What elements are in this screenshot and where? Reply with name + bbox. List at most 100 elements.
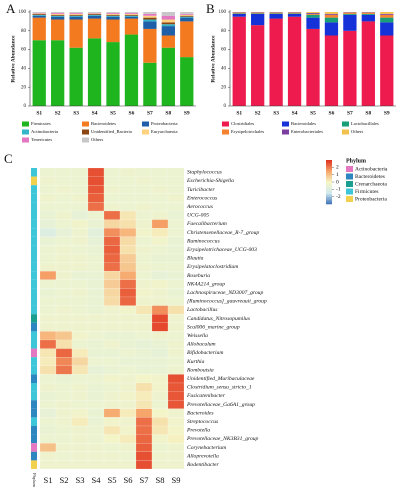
bar-segment	[143, 21, 157, 29]
bar-segment	[287, 13, 302, 17]
heat-cell	[119, 210, 137, 220]
heat-cell	[135, 219, 153, 229]
phylum-cell	[31, 262, 37, 272]
legend-swatch	[346, 181, 353, 187]
heat-cell	[151, 391, 169, 401]
heat-cell	[55, 400, 73, 409]
heat-cell	[87, 434, 105, 444]
row-label: Kurthia	[186, 359, 205, 365]
heat-cell	[119, 185, 137, 194]
column-label: S9	[172, 475, 181, 485]
heat-cell	[55, 185, 73, 194]
bar-segment	[106, 14, 120, 16]
heat-cell	[39, 322, 57, 332]
bar-segment	[143, 28, 157, 63]
bar-segment	[324, 17, 339, 23]
colorbar-label: -2	[336, 194, 341, 200]
row-label: Erysipelatoclostridium	[186, 264, 238, 270]
bar-segment	[180, 14, 194, 16]
heat-cell	[55, 236, 73, 246]
heat-cell	[119, 253, 137, 263]
heat-cell	[167, 202, 185, 212]
colorbar-step	[326, 171, 332, 174]
bar-segment	[269, 13, 283, 19]
heat-cell	[135, 193, 153, 203]
bar-segment	[124, 13, 139, 15]
heat-cell	[39, 408, 57, 418]
x-tick-label: S4	[92, 110, 98, 116]
heat-cell	[135, 314, 153, 323]
y-tick-label: 20	[221, 85, 227, 90]
heat-cell	[167, 279, 185, 289]
bar-segment	[161, 47, 175, 106]
heat-cell	[55, 382, 73, 392]
phylum-cell	[31, 254, 37, 263]
heat-cell	[135, 348, 153, 358]
colorbar-step	[326, 187, 332, 190]
heat-cell	[135, 185, 153, 194]
heat-cell	[87, 314, 105, 323]
heat-cell	[103, 460, 121, 470]
bar-segment	[69, 12, 83, 14]
panel-label: C	[4, 151, 13, 166]
heat-cell	[119, 331, 137, 341]
bar-segment	[251, 13, 265, 26]
heat-cell	[167, 271, 185, 280]
heat-cell	[71, 271, 89, 280]
bar-segment	[361, 21, 375, 106]
heat-cell	[119, 451, 137, 461]
heat-cell	[151, 339, 169, 349]
bar-segment	[343, 14, 357, 31]
heat-cell	[103, 193, 121, 203]
heat-cell	[87, 374, 105, 384]
heat-cell	[119, 460, 137, 470]
heat-cell	[103, 314, 121, 323]
heat-cell	[103, 417, 121, 427]
bar-segment	[161, 22, 175, 25]
colorbar-step	[326, 189, 332, 192]
heat-cell	[135, 279, 153, 289]
colorbar-step	[326, 162, 332, 165]
heat-cell	[167, 253, 185, 263]
heat-cell	[151, 245, 169, 255]
bar-segment	[87, 15, 102, 19]
row-label: Lachnospiraceae_ND3007_group	[186, 290, 263, 296]
heat-cell	[39, 339, 57, 349]
row-label: Streptococcus	[187, 419, 218, 425]
heat-cell	[87, 245, 105, 255]
colorbar-step	[326, 179, 332, 181]
colorbar-step	[326, 167, 332, 170]
column-label: S3	[76, 475, 85, 485]
bar-segment	[69, 14, 83, 16]
phylum-cell	[31, 451, 37, 461]
bar-segment	[51, 16, 65, 20]
heat-cell	[119, 348, 137, 358]
heat-cell	[119, 443, 137, 452]
legend-swatch	[342, 129, 349, 135]
heat-cell	[167, 391, 185, 401]
heat-cell	[151, 408, 169, 418]
phylum-cell	[31, 314, 37, 323]
legend-label: Euryarchaeota	[151, 129, 178, 134]
bar-segment	[87, 12, 102, 13]
heat-cell	[135, 228, 153, 237]
heat-cell	[71, 314, 89, 323]
colorbar-label: 1	[336, 172, 339, 178]
phylum-cell	[31, 383, 37, 392]
bar-segment	[51, 12, 65, 13]
bar-segment	[32, 14, 46, 16]
heat-cell	[55, 348, 73, 358]
heat-cell	[167, 167, 185, 177]
bar-segment	[51, 14, 65, 16]
bar-segment	[124, 15, 139, 17]
heat-cell	[55, 228, 73, 237]
row-label: Roseburia	[186, 273, 210, 279]
heat-cell	[87, 451, 105, 461]
x-tick-label: S6	[129, 110, 135, 116]
heat-cell	[167, 382, 185, 392]
x-tick-label: S9	[184, 110, 190, 116]
heat-cell	[39, 271, 57, 280]
colorbar-step	[326, 183, 332, 186]
heat-cell	[151, 348, 169, 358]
